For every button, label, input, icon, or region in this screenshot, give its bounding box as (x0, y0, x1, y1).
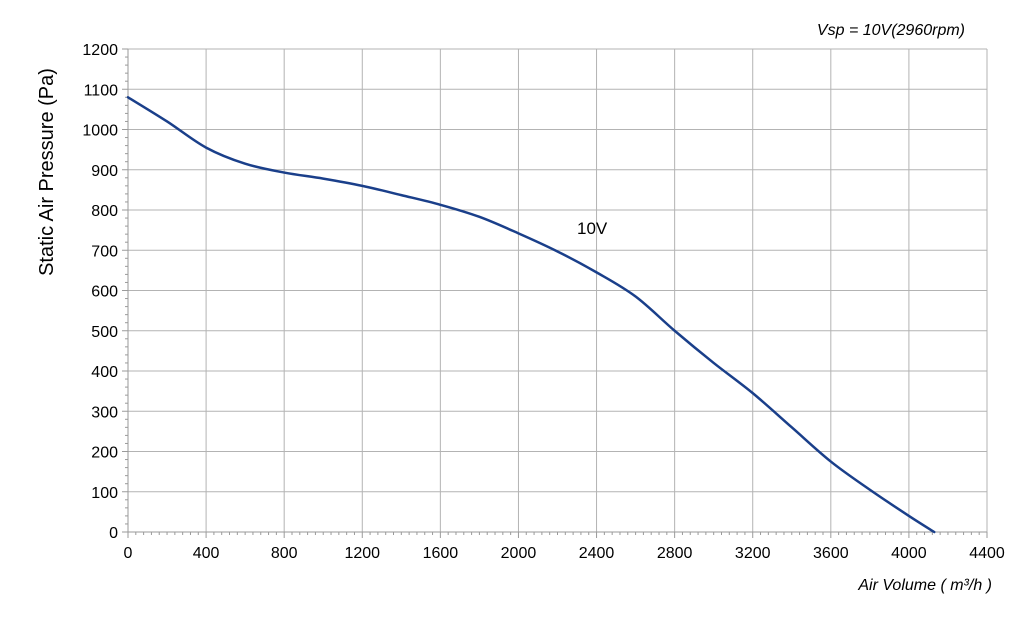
y-tick-labels: 0 100 200 300 400 500 600 700 800 900 1000 1100 1200 (82, 42, 118, 542)
x-tick-label: 2000 (501, 545, 537, 562)
x-tick-label: 2800 (657, 545, 693, 562)
chart-subtitle: Vsp = 10V(2960rpm) (817, 22, 965, 39)
x-axis-title: Air Volume ( m³/h ) (857, 577, 992, 594)
x-tick-label: 4400 (969, 545, 1005, 562)
x-tick-labels: 0 400 800 1200 1600 2000 2400 2800 3200 3600 4000 4… (124, 545, 1005, 562)
x-tick-label: 3200 (735, 545, 771, 562)
grid (128, 48, 988, 532)
x-tick-label: 400 (193, 545, 220, 562)
x-tick-label: 2400 (579, 545, 615, 562)
y-tick-label: 800 (91, 203, 118, 220)
x-tick-label: 1200 (344, 545, 380, 562)
y-tick-label: 1200 (82, 42, 118, 59)
minor-ticks (125, 56, 980, 535)
axes (122, 48, 988, 538)
x-tick-label: 800 (271, 545, 298, 562)
series-line-10V (126, 96, 936, 534)
series-layer (126, 96, 936, 534)
y-tick-label: 1100 (84, 82, 119, 99)
y-tick-label: 500 (91, 324, 118, 341)
y-tick-label: 200 (91, 445, 118, 462)
y-tick-label: 100 (91, 485, 118, 502)
x-tick-label: 4000 (891, 545, 927, 562)
x-tick-label: 3600 (813, 545, 849, 562)
x-tick-label: 0 (124, 545, 133, 562)
series-annotation: 10V (577, 219, 608, 238)
y-tick-label: 600 (91, 284, 118, 301)
y-tick-label: 900 (91, 163, 118, 180)
y-tick-label: 700 (91, 243, 118, 260)
y-tick-label: 1000 (82, 123, 118, 140)
y-tick-label: 0 (109, 525, 118, 542)
y-tick-label: 300 (91, 404, 118, 421)
y-axis-title: Static Air Pressure (Pa) (36, 68, 58, 276)
y-tick-label: 400 (91, 364, 118, 381)
x-tick-label: 1600 (423, 545, 459, 562)
